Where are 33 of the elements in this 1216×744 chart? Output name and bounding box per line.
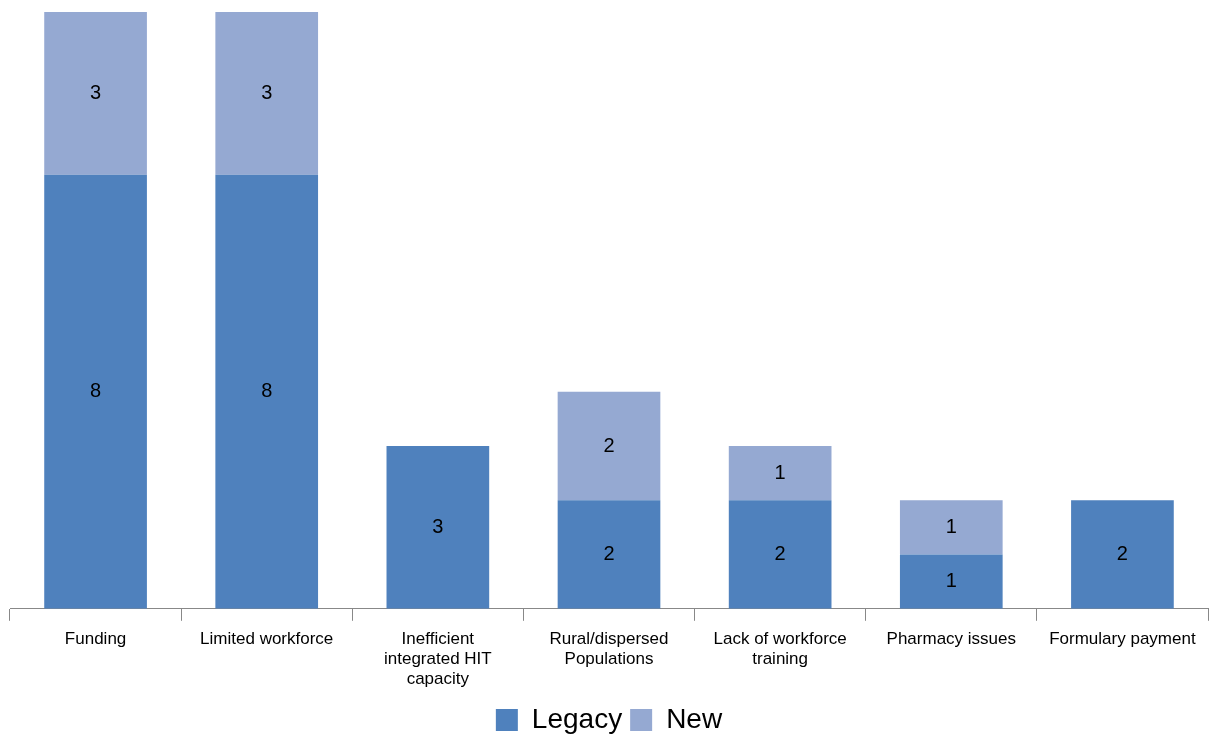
- bar: [899, 554, 1003, 609]
- legend-label: New: [666, 702, 723, 734]
- bar: [386, 446, 490, 609]
- data-label: 2: [603, 542, 615, 565]
- x-tick-label: Funding: [64, 628, 127, 648]
- data-label: 3: [432, 514, 444, 537]
- data-label: 8: [261, 379, 273, 402]
- bar: [215, 174, 319, 609]
- data-label: 1: [945, 569, 957, 592]
- x-tick-label: Rural/dispersed Populations: [549, 628, 669, 669]
- data-label: 2: [774, 542, 786, 565]
- x-tick-label: Formulary payment: [1049, 628, 1196, 648]
- data-label: 1: [945, 514, 957, 537]
- x-tick-label: Limited workforce: [200, 628, 334, 648]
- bar: [728, 500, 832, 609]
- data-label: 3: [261, 80, 273, 103]
- x-tick-label: Pharmacy issues: [886, 628, 1016, 648]
- bar: [215, 12, 319, 175]
- bar: [557, 391, 661, 501]
- data-label: 3: [90, 80, 102, 103]
- data-label: 2: [603, 433, 615, 456]
- bar: [899, 500, 1003, 555]
- data-label: 8: [90, 379, 102, 402]
- x-tick-label: Lack of workforce training: [713, 628, 847, 669]
- bar: [557, 500, 661, 609]
- bar: [44, 12, 147, 175]
- x-tick-label: Inefficient integrated HIT capacity: [383, 628, 492, 689]
- data-label: 2: [1116, 542, 1128, 565]
- bar: [44, 174, 147, 609]
- data-label: 1: [774, 460, 786, 483]
- bar: [728, 446, 832, 501]
- legend-label: Legacy: [531, 702, 623, 734]
- bar: [1071, 500, 1174, 609]
